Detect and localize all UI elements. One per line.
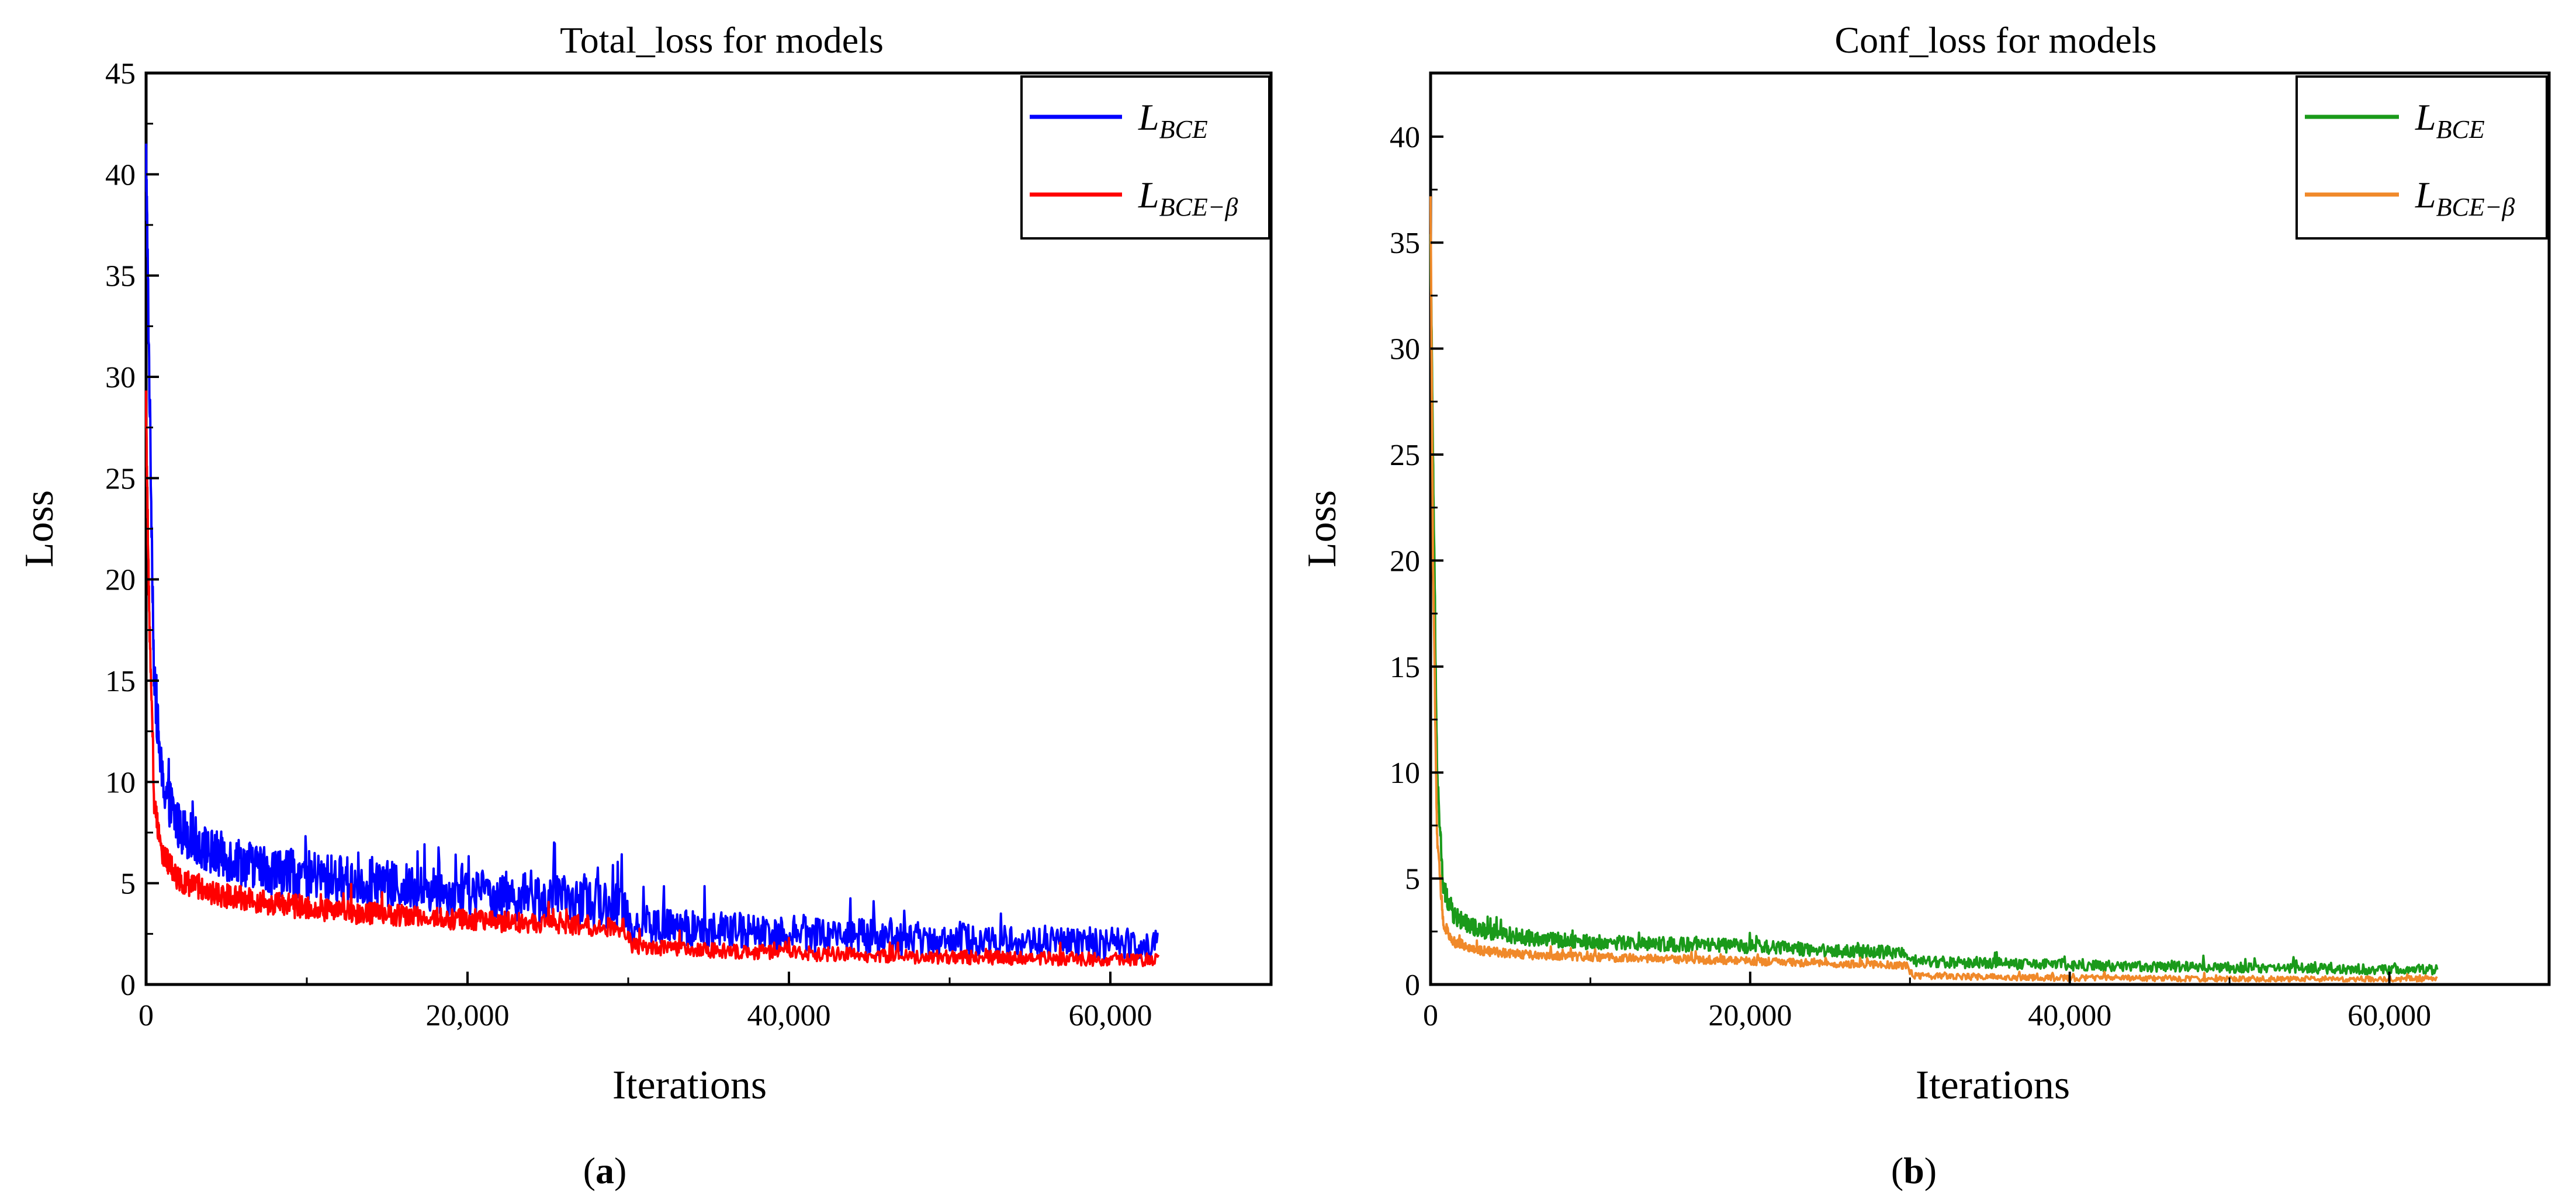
y-tick-label: 0 [1405, 969, 1420, 1002]
x-tick-label: 40,000 [747, 999, 831, 1032]
y-tick-label: 40 [1390, 121, 1420, 154]
x-tick-label: 60,000 [2348, 999, 2431, 1032]
y-tick-label: 10 [1390, 757, 1420, 790]
legend: LBCE LBCE−β [1020, 75, 1270, 240]
legend-label-1: LBCE−β [1138, 174, 1238, 221]
y-tick-label: 15 [1390, 651, 1420, 684]
chart-title: Conf_loss for models [1834, 19, 2156, 61]
y-axis-label: Loss [17, 490, 62, 567]
series-line-1 [1429, 196, 2438, 983]
y-axis-label: Loss [1300, 490, 1345, 567]
x-tick-label: 0 [139, 999, 154, 1032]
ticks-layer: 0 5 10 15 20 25 30 35 40 45 0 20,000 40,000 60,000 [105, 57, 1272, 1032]
y-tick-label: 5 [120, 868, 136, 901]
chart-panel-total-loss: Total_loss for models 0 5 10 15 20 25 30 35 40 45… [17, 19, 1273, 1191]
y-tick-label: 25 [1390, 439, 1420, 472]
x-axis-label: Iterations [1916, 1063, 2070, 1108]
y-tick-label: 30 [1390, 333, 1420, 366]
y-tick-label: 45 [105, 57, 136, 91]
legend-label-1: LBCE−β [2415, 174, 2515, 221]
x-tick-label: 0 [1423, 999, 1438, 1032]
legend: LBCE LBCE−β [2295, 75, 2548, 240]
x-tick-label: 60,000 [1069, 999, 1152, 1032]
chart-title: Total_loss for models [560, 19, 884, 61]
legend-box [2295, 75, 2548, 240]
y-tick-label: 10 [105, 766, 136, 799]
panel-caption: (b) [1891, 1150, 1937, 1191]
y-tick-label: 30 [105, 361, 136, 394]
series-line-0 [145, 143, 1159, 962]
x-tick-label: 40,000 [2028, 999, 2111, 1032]
legend-label-0: LBCE [2415, 96, 2485, 144]
y-tick-label: 5 [1405, 863, 1420, 896]
y-tick-label: 20 [1390, 545, 1420, 578]
legend-label-0: LBCE [1138, 96, 1208, 144]
y-tick-label: 40 [105, 158, 136, 192]
x-axis-label: Iterations [612, 1063, 767, 1108]
legend-box [1020, 75, 1270, 240]
y-tick-label: 35 [1390, 227, 1420, 260]
y-tick-label: 35 [105, 260, 136, 293]
plot-frame [1429, 71, 2551, 986]
y-tick-label: 20 [105, 564, 136, 597]
ticks-layer: 0 5 10 15 20 25 30 35 40 0 20,000 40,000 60,000 [1390, 121, 2550, 1032]
y-tick-label: 15 [105, 665, 136, 698]
series-line-0 [1429, 234, 2439, 976]
series-layer [145, 143, 1160, 968]
series-layer [1429, 196, 2439, 983]
y-tick-label: 0 [120, 969, 136, 1002]
chart-panel-conf-loss: Conf_loss for models 0 5 10 15 20 25 30 35 40 0 20… [1300, 19, 2551, 1191]
panel-caption: (a) [583, 1150, 627, 1191]
y-tick-label: 25 [105, 462, 136, 495]
series-line-1 [145, 390, 1160, 968]
x-tick-label: 20,000 [426, 999, 510, 1032]
x-tick-label: 20,000 [1708, 999, 1792, 1032]
